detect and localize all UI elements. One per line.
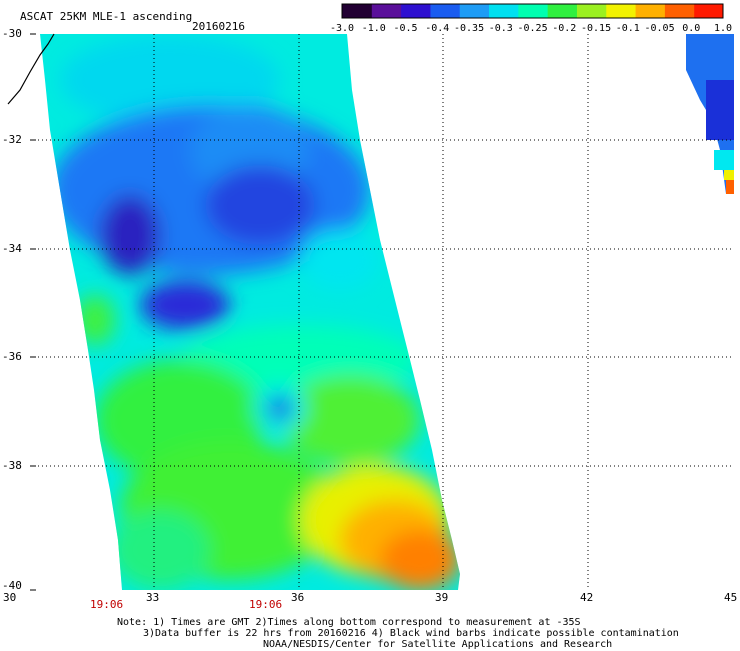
lat-label: -34 [2, 242, 22, 255]
colorbar-label: -0.2 [552, 23, 577, 34]
colorbar-label: -0.1 [615, 23, 640, 34]
colorbar-label: 1.0 [714, 23, 733, 34]
colorbar-swatch [635, 4, 665, 18]
map-date: 20160216 [192, 20, 245, 33]
lon-label: 42 [580, 591, 594, 604]
colorbar-swatch [459, 4, 490, 18]
lon-label: 33 [146, 591, 160, 604]
wind-swath [40, 34, 460, 590]
colorbar-label: -3.0 [330, 23, 355, 34]
lat-label: -40 [2, 579, 22, 592]
colorbar-swatch [429, 4, 460, 18]
colorbar-label: -0.3 [488, 23, 513, 34]
map-title: ASCAT 25KM MLE-1 ascending [20, 10, 193, 23]
colorbar-swatch [517, 4, 548, 18]
note-line-3: NOAA/NESDIS/Center for Satellite Applica… [263, 639, 613, 650]
colorbar-swatch [342, 4, 372, 18]
graticule [30, 34, 734, 590]
colorbar-swatch [693, 4, 724, 18]
lat-label: -38 [2, 459, 22, 472]
lon-label: 39 [435, 591, 449, 604]
colorbar-label: -1.0 [361, 23, 386, 34]
lat-label: -32 [2, 133, 22, 146]
colorbar-swatch [488, 4, 519, 18]
lon-label: 36 [291, 591, 305, 604]
frame-ticks [30, 33, 36, 591]
colorbar-swatch [547, 4, 577, 18]
lon-label: 45 [724, 591, 738, 604]
colorbar-swatch [371, 4, 402, 18]
lon-label: 30 [3, 591, 17, 604]
colorbar-swatch [605, 4, 636, 18]
pass-time: 19:06 [249, 598, 283, 611]
colorbar-swatch [664, 4, 695, 18]
colorbar-label: -0.05 [644, 23, 675, 34]
colorbar-label: -0.5 [393, 23, 418, 34]
colorbar-label: -0.35 [454, 23, 485, 34]
colorbar [341, 3, 724, 19]
coastline [7, 33, 55, 105]
lat-label: -36 [2, 350, 22, 363]
note-line-2: 3)Data buffer is 22 hrs from 20160216 4)… [143, 628, 679, 639]
colorbar-label: -0.25 [517, 23, 548, 34]
wind-swath-east [686, 34, 734, 194]
pass-time: 19:06 [90, 598, 124, 611]
colorbar-swatch [400, 4, 431, 18]
colorbar-label: -0.4 [425, 23, 450, 34]
colorbar-label: 0.0 [682, 23, 701, 34]
note-line-1: Note: 1) Times are GMT 2)Times along bot… [117, 617, 581, 628]
colorbar-label: -0.15 [581, 23, 612, 34]
lat-label: -30 [2, 27, 22, 40]
colorbar-swatch [576, 4, 607, 18]
